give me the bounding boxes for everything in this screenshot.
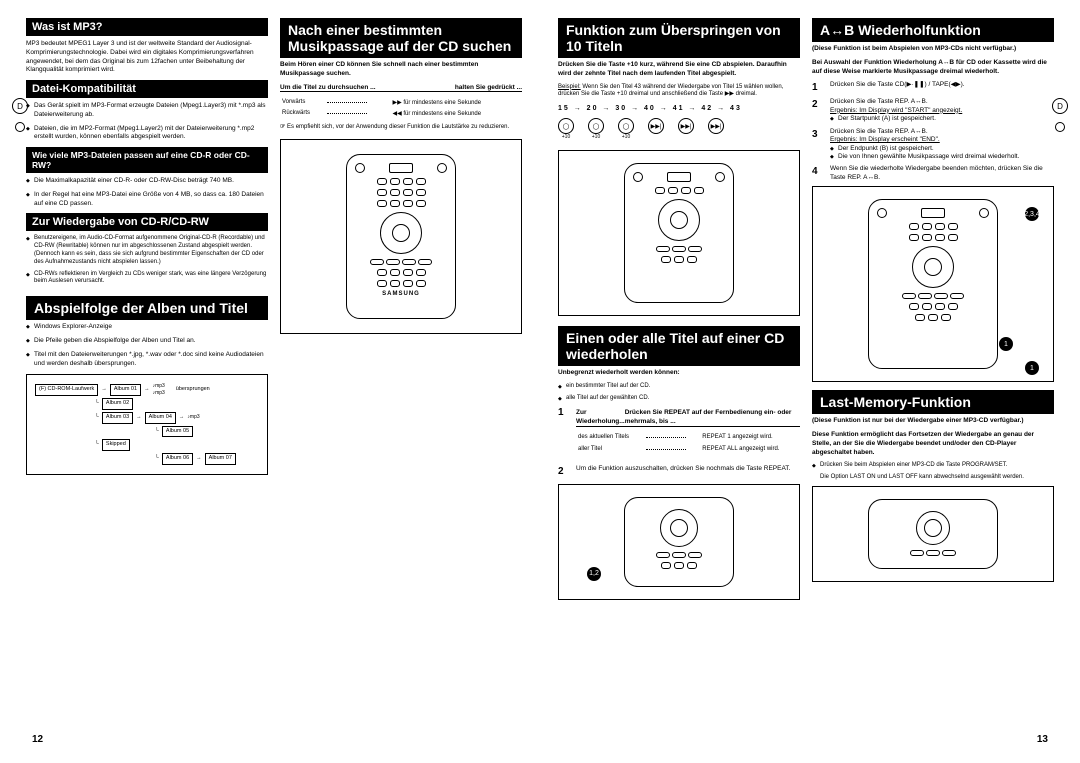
ab-step-3: 3Drücken Sie die Taste REP. A↔B.Ergebnis… [812, 128, 1054, 162]
seq-1: Windows Explorer-Anzeige [26, 323, 268, 332]
skip-sequence: 15 → 20 → 30 → 40 → 41 → 42 → 43 [558, 105, 800, 112]
cap-1: Die Maximalkapazität einer CD-R- oder CD… [26, 177, 268, 186]
search-intro: Beim Hören einer CD können Sie schnell n… [280, 61, 522, 79]
heading-skip10: Funktion zum Überspringen von 10 Titeln [558, 18, 800, 58]
lang-marker-r: D [1052, 98, 1068, 114]
skip-icon-row: ◯+10 ◯+10 ◯+10 ▶▶| ▶▶| ▶▶| [558, 118, 800, 140]
skip-text: Drücken Sie die Taste +10 kurz, während … [558, 61, 800, 79]
seq-2: Die Pfeile geben die Abspielfolge der Al… [26, 337, 268, 346]
lm-subnote: (Diese Funktion ist nur bei der Wiederga… [812, 417, 1054, 425]
rpt-b1: ein bestimmter Titel auf der CD. [558, 383, 800, 391]
tree-a3: Album 03 [102, 412, 133, 424]
skip-example: Beispiel: Wenn Sie den Titel 43 während … [558, 84, 800, 100]
next-icon: ▶▶| [708, 118, 724, 134]
search-note: ☞ Es empfiehlt sich, vor der Anwendung d… [280, 124, 522, 132]
next-icon: ▶▶| [678, 118, 694, 134]
remote-frame: SAMSUNG [280, 139, 522, 334]
ab-step-1: 1Drücken Sie die Taste CD(▶·❚❚) / TAPE(◀… [812, 81, 1054, 94]
rpt-intro: Unbegrenzt wiederholt werden können: [558, 369, 800, 378]
cd-icon: ◯ [618, 118, 634, 134]
tree-a7: Album 07 [205, 453, 236, 465]
ab-subnote: (Diese Funktion ist beim Abspielen von M… [812, 45, 1054, 53]
ab-step-2: 2Drücken Sie die Taste REP. A↔B.Ergebnis… [812, 98, 1054, 123]
seq-3: Titel mit den Dateierweiterungen *.jpg, … [26, 351, 268, 369]
compat-2: Dateien, die im MP2-Format (Mpeg1.Layer2… [26, 125, 268, 143]
callout-12: 1,2 [587, 567, 601, 581]
rpt-step-1: 1 Zur Wiederholung...Drücken Sie REPEAT … [558, 406, 800, 460]
secondary-marker [15, 122, 25, 132]
folder-tree-diagram: (F) CD-ROM-Laufwerk→Album 01→♪mp3♪mp3übe… [26, 374, 268, 474]
remote-brand: SAMSUNG [382, 291, 420, 297]
ab-intro: Bei Auswahl der Funktion Wiederholung A↔… [812, 59, 1054, 77]
remote-illustration-2 [624, 163, 734, 303]
tree-root: (F) CD-ROM-Laufwerk [35, 384, 98, 396]
search-table: Vorwärts▶▶ für mindestens eine Sekunde R… [280, 96, 522, 120]
heading-sequence: Abspielfolge der Alben und Titel [26, 296, 268, 320]
remote-frame-5 [812, 486, 1054, 582]
tree-a5: Album 05 [162, 426, 193, 438]
heading-ab: A↔B Wiederholfunktion [812, 18, 1054, 42]
remote-illustration-5 [868, 499, 998, 569]
remote-illustration-3 [624, 497, 734, 587]
next-icon: ▶▶| [648, 118, 664, 134]
secondary-marker-r [1055, 122, 1065, 132]
mp3-desc: MP3 bedeutet MPEG1 Layer 3 und ist der w… [26, 40, 268, 75]
rpt-b2: alle Titel auf der gewählten CD. [558, 395, 800, 403]
lm-intro: Diese Funktion ermöglicht das Fortsetzen… [812, 431, 1054, 457]
compat-1: Das Gerät spielt im MP3-Format erzeugte … [26, 102, 268, 120]
heading-capacity: Wie viele MP3-Dateien passen auf eine CD… [26, 147, 268, 173]
page-number-right: 13 [1037, 734, 1048, 745]
tree-skip: Skipped [102, 439, 130, 451]
remote-illustration: SAMSUNG [346, 154, 456, 319]
remote-frame-2 [558, 150, 800, 316]
tree-a2: Album 02 [102, 398, 133, 410]
lm-b2: Die Option LAST ON und LAST OFF kann abw… [812, 474, 1054, 482]
search-table-header: Um die Titel zu durchsuchen ... halten S… [280, 84, 522, 92]
remote-frame-3: 1,2 [558, 484, 800, 600]
callout-1a: 1 [999, 337, 1013, 351]
cd-icon: ◯ [558, 118, 574, 134]
remote-frame-4: 2,3,4 1 1 [812, 186, 1054, 382]
page-number-left: 12 [32, 734, 43, 745]
pb-2: CD-RWs reflektieren im Vergleich zu CDs … [26, 271, 268, 287]
cd-icon: ◯ [588, 118, 604, 134]
tree-a1: Album 01 [110, 384, 141, 396]
heading-compat: Datei-Kompatibilität [26, 80, 268, 98]
ab-step-4: 4Wenn Sie die wiederholte Wiedergabe bee… [812, 165, 1054, 182]
rpt-step-2: 2 Um die Funktion auszuschalten, drücken… [558, 465, 800, 478]
heading-playback: Zur Wiedergabe von CD-R/CD-RW [26, 213, 268, 231]
heading-mp3: Was ist MP3? [26, 18, 268, 36]
lm-b1: Drücken Sie beim Abspielen einer MP3-CD … [812, 462, 1054, 470]
heading-repeat: Einen oder alle Titel auf einer CD wiede… [558, 326, 800, 366]
tree-a6: Album 06 [162, 453, 193, 465]
tree-a4: Album 04 [145, 412, 176, 424]
callout-1b: 1 [1025, 361, 1039, 375]
callout-234: 2,3,4 [1025, 207, 1039, 221]
heading-search: Nach einer bestimmten Musikpassage auf d… [280, 18, 522, 58]
cap-2: In der Regel hat eine MP3-Datei eine Grö… [26, 191, 268, 209]
heading-lastmem: Last-Memory-Funktion [812, 390, 1054, 414]
pb-1: Benutzereigene, im Audio-CD-Format aufge… [26, 235, 268, 266]
remote-illustration-4 [868, 199, 998, 369]
